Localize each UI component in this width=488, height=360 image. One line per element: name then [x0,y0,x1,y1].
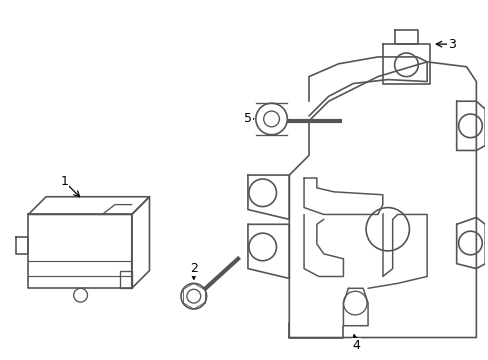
Text: 4: 4 [351,339,360,352]
Text: 3: 3 [447,38,455,51]
Text: 1: 1 [61,175,69,189]
Text: 2: 2 [189,262,197,275]
Text: 5: 5 [244,112,251,125]
